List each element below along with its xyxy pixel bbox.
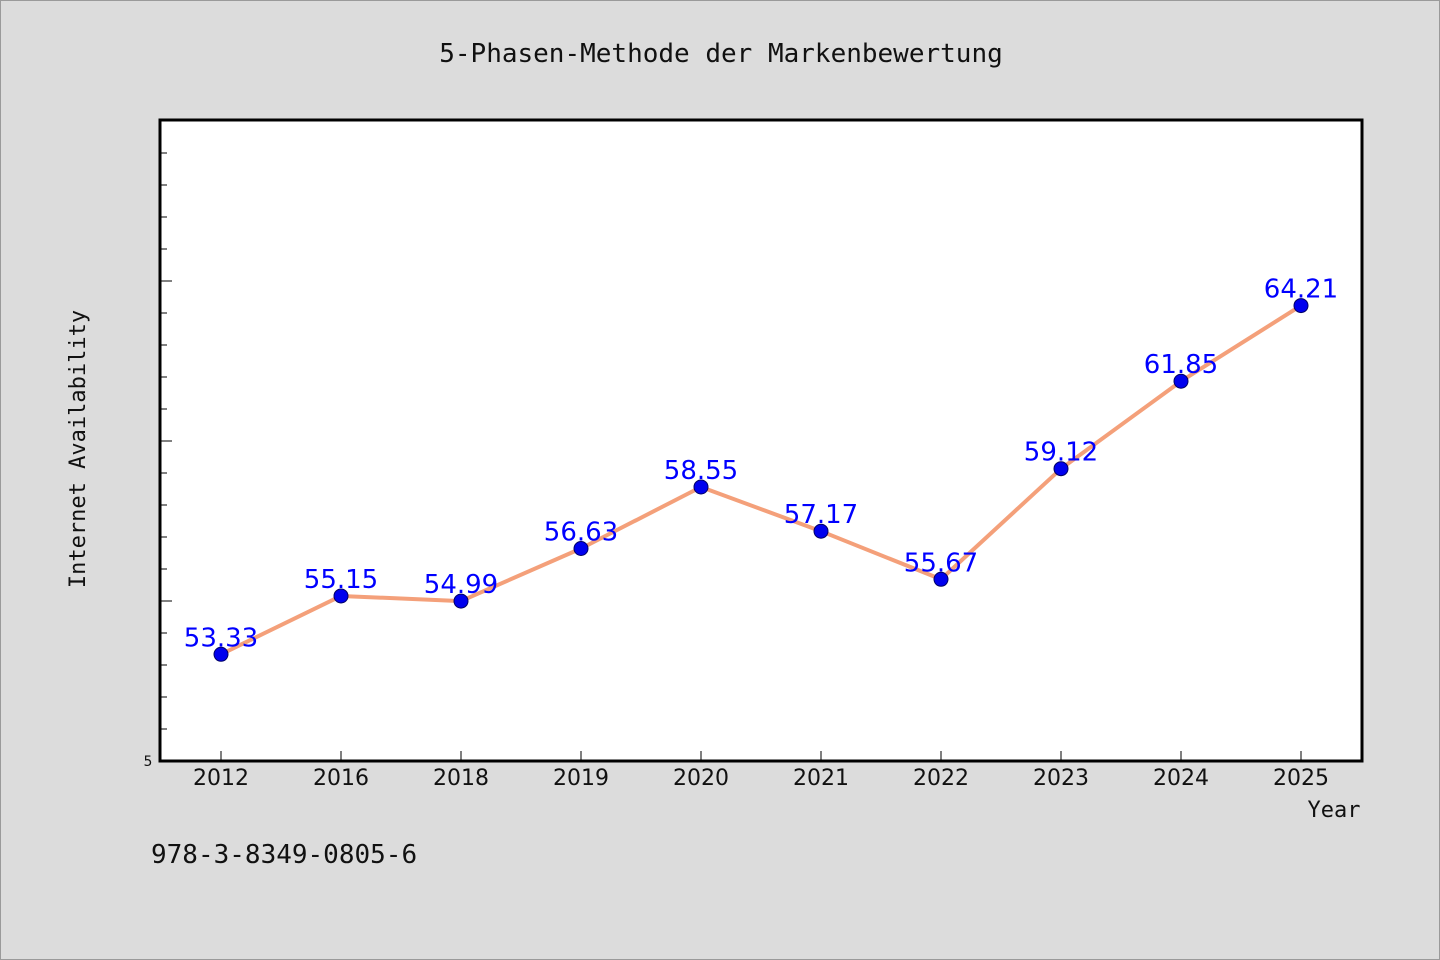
plot-frame [158,118,1364,763]
data-label-layer: 53.33 55.15 54.99 56.63 58.55 57.17 55.67 59.12… [184,275,1338,654]
data-label: 59.12 [1024,438,1098,468]
x-tick-label: 2024 [1153,766,1209,791]
data-point [933,571,949,587]
data-label: 55.67 [904,548,978,578]
data-label: 64.21 [1264,275,1338,305]
data-label: 55.15 [304,565,378,595]
data-point [1293,298,1309,314]
x-tick-label: 2016 [313,766,369,791]
plot-area [160,120,1362,761]
data-point [573,541,589,557]
data-point [813,523,829,539]
series-layer [213,298,1309,662]
footer-isbn: 978-3-8349-0805-6 [151,840,417,870]
data-point [1173,373,1189,389]
series-line [219,303,1303,657]
x-tick-label: 2025 [1273,766,1329,791]
data-point [333,588,349,604]
x-tick-label: 2012 [193,766,249,791]
data-label: 58.55 [664,456,738,486]
x-tick-label: 2018 [433,766,489,791]
x-tick-label: 2020 [673,766,729,791]
data-point [213,646,229,662]
x-tick-label: 2021 [793,766,849,791]
x-axis-ticks: 2012 2016 2018 2019 2020 2021 2022 2023 2024 2025 [193,751,1329,791]
x-tick-label: 2023 [1033,766,1089,791]
data-label: 54.99 [424,570,498,600]
data-label: 56.63 [544,518,618,548]
data-label: 57.17 [784,500,858,530]
data-label: 61.85 [1144,350,1218,380]
y-axis-label: Internet Availability [66,310,91,588]
x-tick-label: 2019 [553,766,609,791]
x-axis-label: Year [1308,798,1361,823]
data-point [453,593,469,609]
data-point [1053,461,1069,477]
x-tick-label: 2022 [913,766,969,791]
data-point [693,479,709,495]
chart-title: 5-Phasen-Methode der Markenbewertung [439,39,1003,69]
data-label: 53.33 [184,623,258,653]
y-tick-label: 5 [144,754,153,770]
